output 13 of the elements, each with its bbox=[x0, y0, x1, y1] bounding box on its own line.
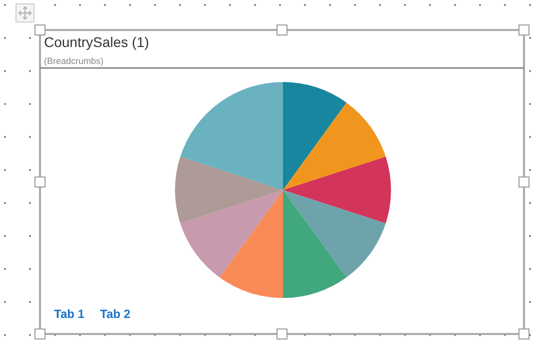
chart-title: CountrySales (1) bbox=[44, 34, 150, 50]
text: Tab 2 bbox=[100, 307, 131, 321]
pie-slice bbox=[283, 156, 391, 224]
pie-slice bbox=[283, 190, 386, 278]
pie-slice bbox=[220, 190, 283, 298]
pie-slice bbox=[180, 82, 283, 190]
pie-slice bbox=[175, 156, 283, 224]
pie-slice bbox=[283, 102, 386, 190]
pie-slice bbox=[180, 190, 283, 278]
text: Tab 1 bbox=[54, 307, 85, 321]
text: (Breadcrumbs) bbox=[44, 56, 104, 66]
pie-slice bbox=[283, 82, 346, 190]
pie-slice bbox=[283, 190, 346, 298]
